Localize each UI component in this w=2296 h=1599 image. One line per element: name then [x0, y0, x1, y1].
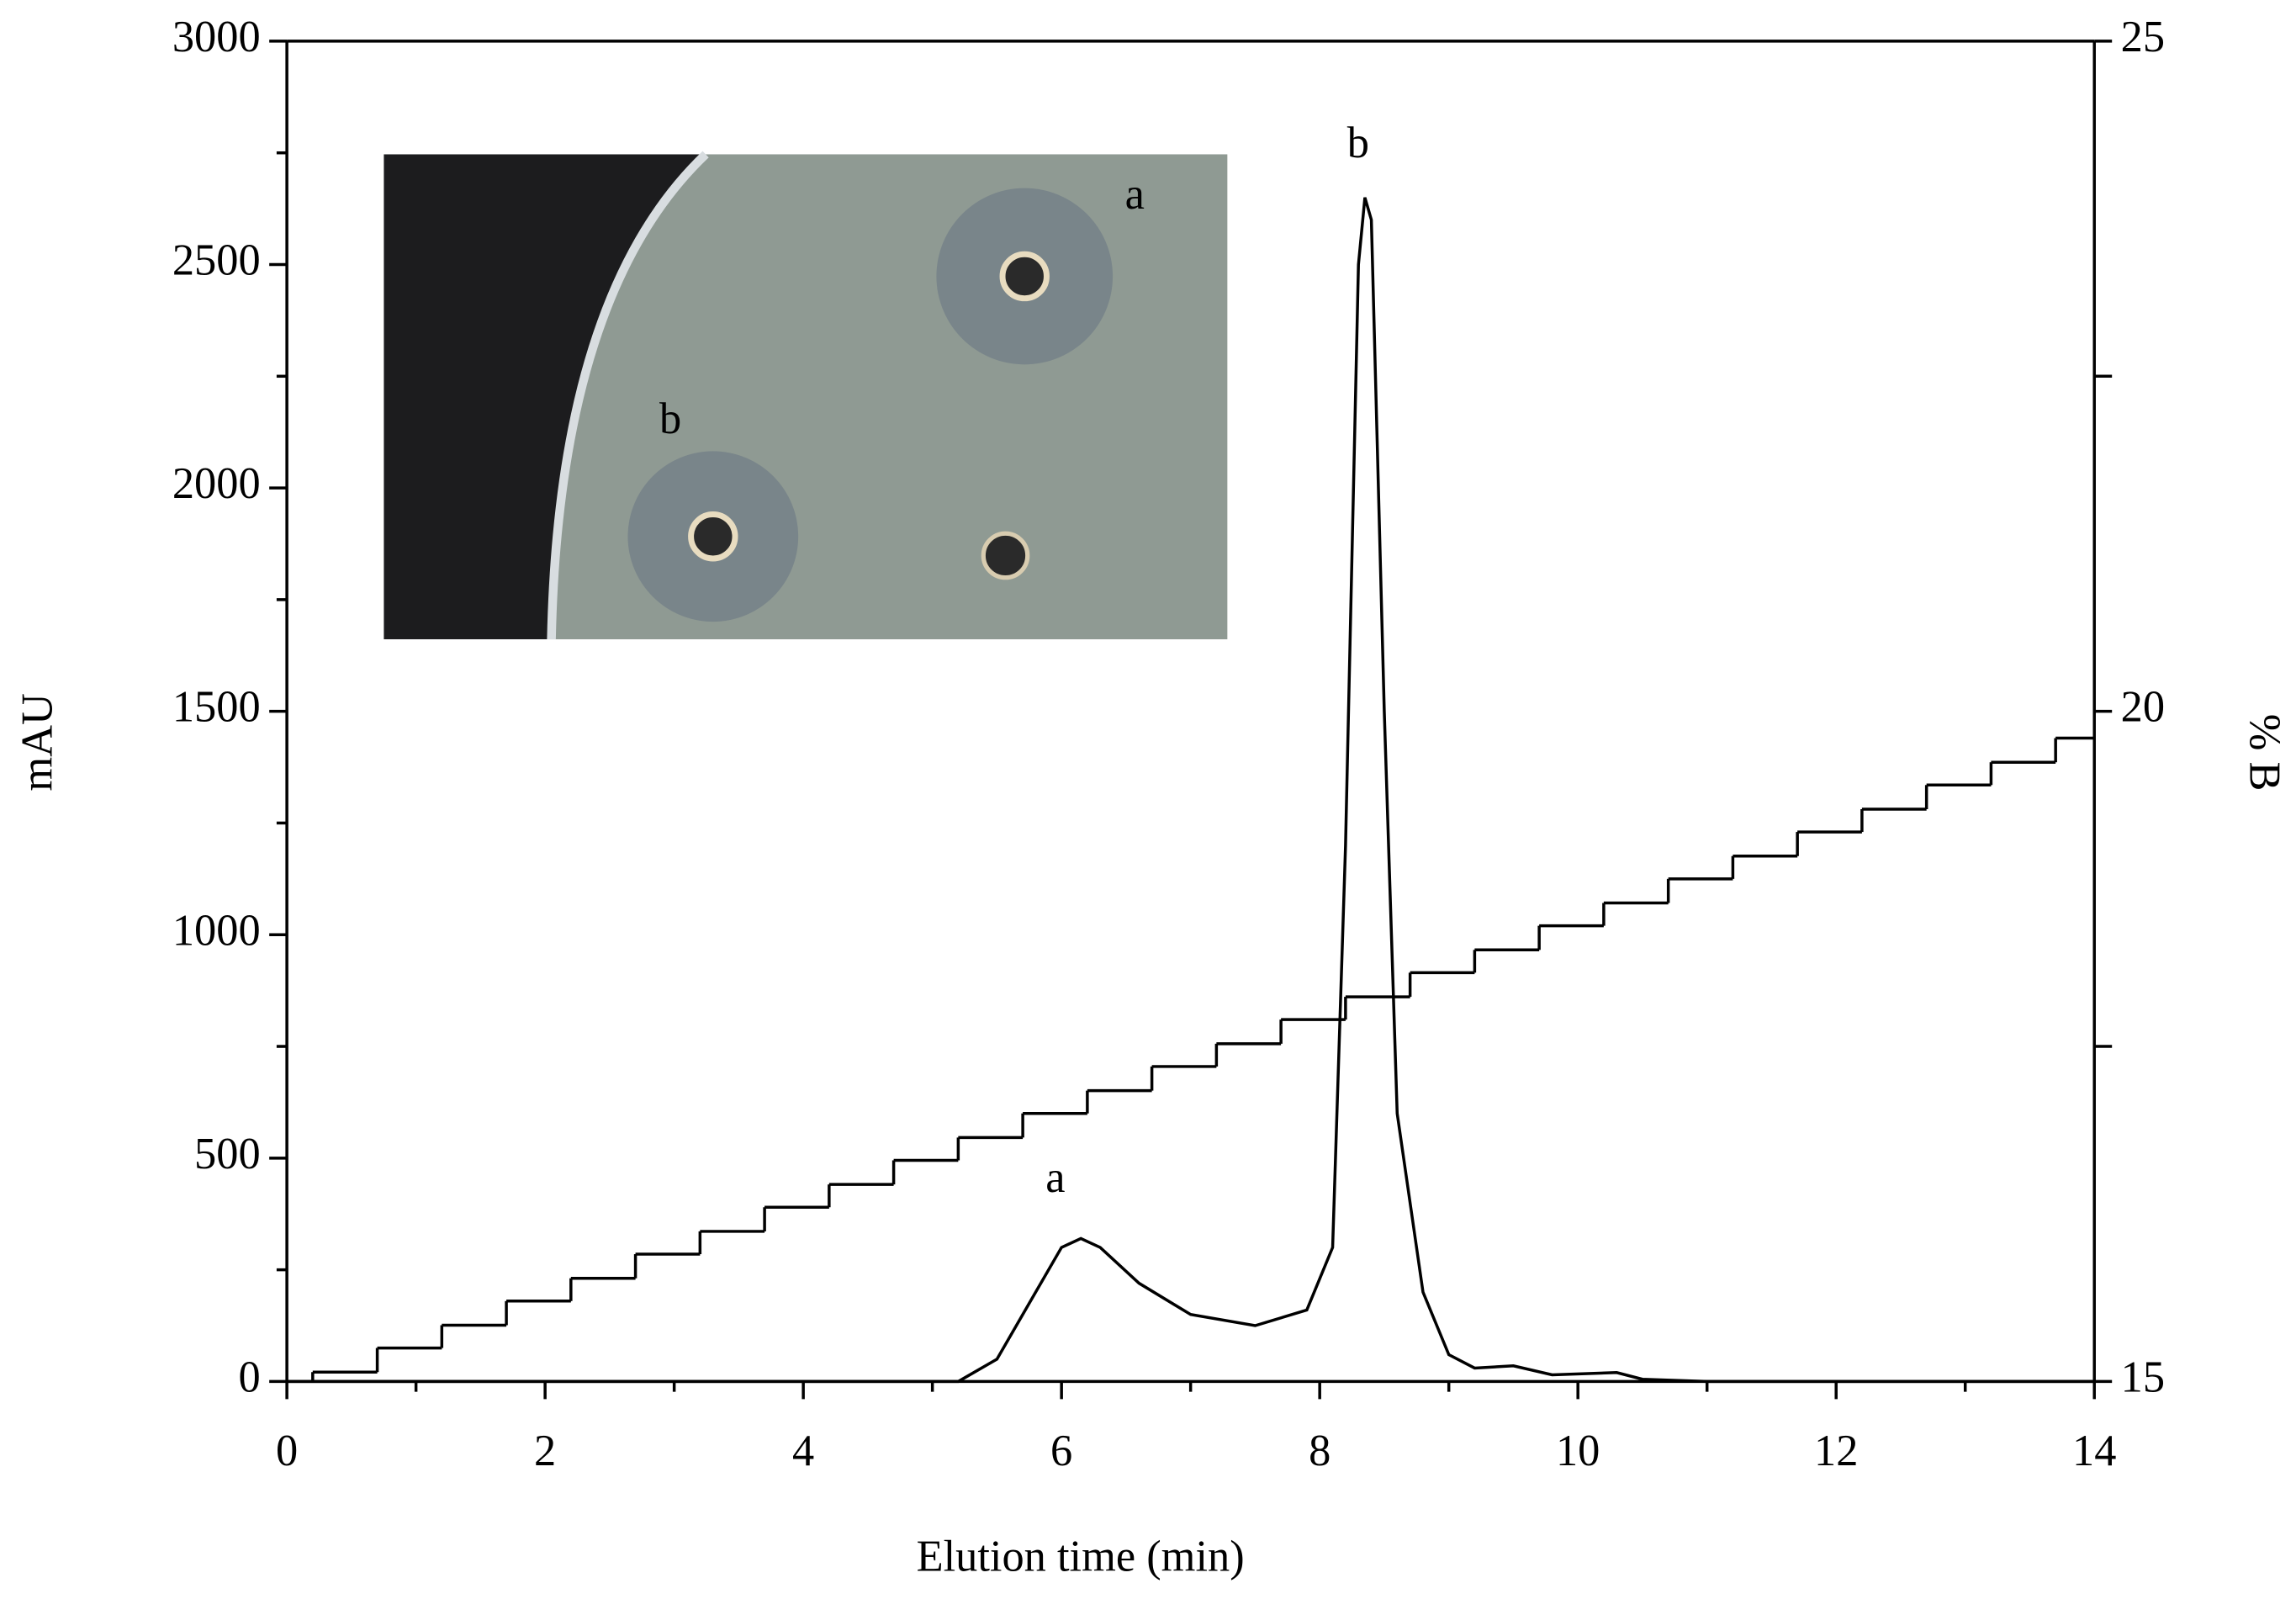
- x-tick-label: 2: [534, 1427, 556, 1475]
- y2-tick-label: 15: [2121, 1353, 2165, 1401]
- x-tick-label: 12: [1814, 1427, 1858, 1475]
- y-tick-label: 2500: [172, 236, 261, 285]
- well: [981, 531, 1030, 580]
- y-tick-label: 1000: [172, 906, 261, 955]
- x-tick-label: 10: [1556, 1427, 1600, 1475]
- y2-tick-label: 20: [2121, 683, 2165, 732]
- inset-photo: a b: [384, 151, 1228, 640]
- y-tick-label: 1500: [172, 683, 261, 732]
- y-tick-label: 0: [238, 1353, 260, 1401]
- x-axis-label: Elution time (min): [917, 1533, 1245, 1581]
- x-tick-label: 8: [1309, 1427, 1331, 1475]
- photo-dark: [384, 154, 706, 640]
- x-tick-label: 4: [792, 1427, 814, 1475]
- y-tick-label: 500: [194, 1130, 261, 1178]
- x-tick-label: 0: [276, 1427, 298, 1475]
- inset-label: a: [1125, 170, 1145, 219]
- y-tick-label: 2000: [172, 459, 261, 508]
- dish-rim: [547, 151, 709, 640]
- well: [688, 511, 738, 562]
- peak-annotation: a: [1045, 1153, 1065, 1202]
- y-tick-label: 3000: [172, 13, 261, 61]
- x-tick-label: 14: [2072, 1427, 2116, 1475]
- y2-axis-label: % B: [2240, 714, 2289, 792]
- y-axis-label: mAU: [13, 693, 61, 791]
- inset-label: b: [659, 394, 681, 443]
- well: [999, 251, 1050, 302]
- peak-annotation: b: [1347, 119, 1369, 167]
- x-tick-label: 6: [1050, 1427, 1072, 1475]
- y2-tick-label: 25: [2121, 13, 2165, 61]
- chromatogram-line: [287, 197, 2095, 1384]
